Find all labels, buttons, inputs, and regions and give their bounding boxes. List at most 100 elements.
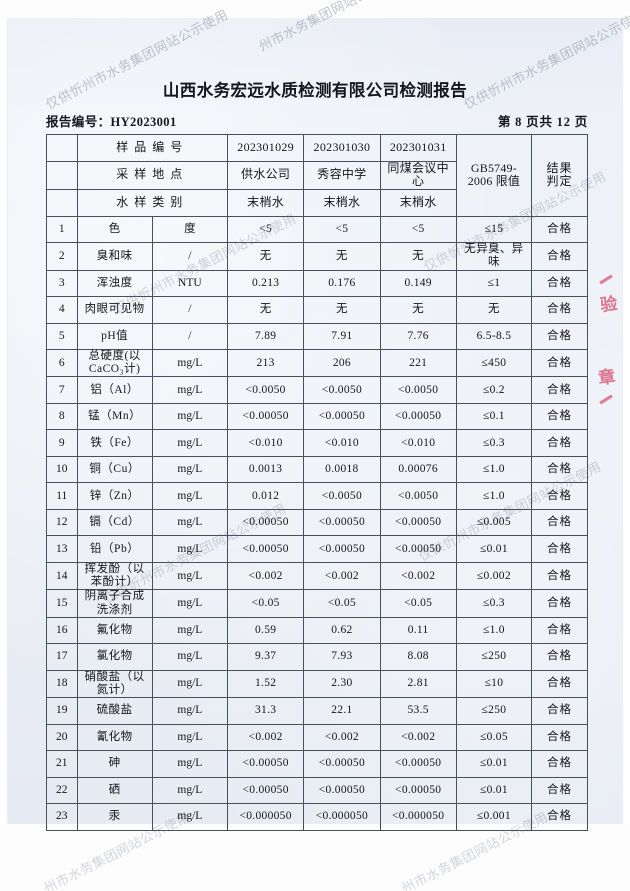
table-row: 3 浑浊度 NTU 0.213 0.176 0.149 ≤1 合格: [46, 269, 588, 298]
row-item-name: 硝酸盐（以氮计）: [76, 669, 153, 699]
row-value-sample-1: <5: [226, 215, 305, 244]
row-index: 7: [46, 376, 78, 404]
table-row: 11 锌（Zn） mg/L 0.012 <0.0050 <0.0050 ≤1.0 合格: [46, 482, 588, 510]
row-unit: /: [151, 242, 229, 271]
header-result-judgement: 结果 判定: [531, 134, 588, 217]
row-unit: mg/L: [151, 776, 229, 805]
row-index: 18: [46, 669, 78, 699]
row-value-sample-1: 0.59: [226, 616, 305, 645]
row-result-judgement: 合格: [531, 535, 588, 563]
row-standard-limit: ≤250: [455, 643, 533, 671]
row-index: 17: [46, 643, 78, 671]
row-standard-limit: ≤0.01: [455, 776, 533, 805]
table-row: 10 铜（Cu） mg/L 0.0013 0.0018 0.00076 ≤1.0 合格: [46, 455, 588, 484]
row-value-sample-1: <0.010: [226, 429, 305, 457]
table-row: 18 硝酸盐（以氮计） mg/L 1.52 2.30 2.81 ≤10 合格: [46, 669, 588, 699]
row-standard-limit: ≤1.0: [455, 616, 533, 645]
row-unit: mg/L: [151, 723, 229, 752]
row-item-name: 浑浊度: [76, 269, 153, 298]
row-item-name: 锰（Mn）: [76, 402, 153, 431]
row-standard-limit: ≤10: [455, 669, 533, 699]
row-unit: mg/L: [151, 561, 229, 591]
row-result-judgement: 合格: [531, 215, 588, 244]
row-value-sample-1: 0.0013: [226, 455, 305, 484]
row-index: 4: [46, 296, 78, 324]
table-row: 15 阴离子合成洗涤剂 mg/L <0.05 <0.05 <0.05 ≤0.3 合格: [46, 589, 588, 618]
standard-line-1: GB5749-: [470, 160, 517, 175]
row-standard-limit: ≤0.01: [455, 750, 533, 778]
row-item-name: 挥发酚（以苯酚计）: [76, 561, 153, 591]
row-value-sample-2: 22.1: [303, 697, 381, 725]
row-value-sample-2: <0.00050: [303, 508, 381, 537]
row-value-sample-3: 0.149: [379, 269, 457, 298]
header-spacer: [46, 134, 78, 162]
row-result-judgement: 合格: [531, 643, 588, 671]
row-value-sample-3: <0.00050: [379, 402, 457, 431]
row-unit: NTU: [151, 269, 229, 298]
row-value-sample-2: <0.00050: [303, 776, 381, 805]
row-unit: mg/L: [151, 697, 229, 725]
report-number: 报告编号：HY2023001: [46, 115, 177, 129]
row-index: 10: [46, 455, 78, 484]
row-unit: mg/L: [151, 429, 229, 457]
row-unit: 度: [151, 215, 229, 244]
row-value-sample-2: 2.30: [303, 669, 381, 699]
row-item-name: 硫酸盐: [76, 697, 153, 725]
row-unit: mg/L: [151, 669, 229, 699]
table-row: 22 硒 mg/L <0.00050 <0.00050 <0.00050 ≤0.01 合格: [46, 776, 588, 805]
row-standard-limit: ≤0.1: [455, 402, 533, 431]
row-value-sample-2: 0.176: [303, 269, 381, 298]
row-value-sample-3: <0.00050: [379, 535, 457, 563]
row-item-name: 氯化物: [76, 643, 153, 671]
row-value-sample-2: 206: [303, 349, 381, 378]
water-quality-table: 样品编号 202301029 202301030 202301031 GB574…: [46, 134, 588, 831]
row-unit: /: [151, 296, 229, 324]
row-value-sample-3: <0.05: [379, 589, 457, 618]
row-unit: mg/L: [151, 750, 229, 778]
row-standard-limit: 无: [455, 296, 533, 324]
row-value-sample-3: 53.5: [379, 697, 457, 725]
row-value-sample-2: <0.010: [303, 429, 381, 457]
table-row: 2 臭和味 / 无无无无异臭、异味 合格: [46, 242, 588, 271]
row-item-name: 锌（Zn）: [76, 482, 153, 510]
row-value-sample-1: <0.0050: [226, 376, 305, 404]
table-row: 14 挥发酚（以苯酚计） mg/L <0.002 <0.002 <0.002 ≤0.002 合…: [46, 561, 588, 591]
row-item-name: 氟化物: [76, 616, 153, 645]
row-result-judgement: 合格: [531, 482, 588, 510]
header-water-type-label: 水样类别: [76, 189, 228, 217]
row-result-judgement: 合格: [531, 561, 588, 591]
row-value-sample-1: 7.89: [226, 322, 305, 351]
table-row: 17 氯化物 mg/L 9.37 7.93 8.08 ≤250 合格: [46, 643, 588, 671]
row-value-sample-3: <0.002: [379, 561, 457, 591]
row-value-sample-2: <0.000050: [303, 803, 381, 831]
header-spacer: [46, 189, 78, 217]
page-title: 山西水务宏远水质检测有限公司检测报告: [162, 81, 468, 100]
row-item-name: 臭和味: [76, 242, 153, 271]
row-value-sample-1: 9.37: [226, 643, 305, 671]
row-value-sample-2: 0.0018: [303, 455, 381, 484]
header-water-type-2: 末梢水: [303, 189, 381, 217]
row-index: 22: [46, 776, 78, 805]
row-index: 8: [46, 402, 78, 431]
row-unit: mg/L: [151, 376, 229, 404]
row-result-judgement: 合格: [531, 242, 588, 271]
row-value-sample-3: <0.00050: [379, 776, 457, 805]
row-result-judgement: 合格: [531, 376, 588, 404]
row-value-sample-3: 无: [379, 296, 457, 324]
row-item-name: 色: [76, 215, 153, 244]
header-sampling-site-3: 同煤会议中心: [379, 160, 457, 191]
table-row: 4 肉眼可见物 / 无无无无合格: [46, 296, 588, 324]
table-row: 23 汞 mg/L <0.000050 <0.000050 <0.000050 ≤0.001…: [46, 803, 588, 831]
row-unit: mg/L: [151, 455, 229, 484]
row-result-judgement: 合格: [531, 803, 588, 831]
row-result-judgement: 合格: [531, 697, 588, 725]
row-value-sample-3: 7.76: [379, 322, 457, 351]
scan-margin-bottom: [0, 824, 630, 891]
row-value-sample-1: <0.002: [226, 561, 305, 591]
row-value-sample-1: <0.05: [226, 589, 305, 618]
row-value-sample-2: <0.0050: [303, 482, 381, 510]
row-index: 15: [46, 589, 78, 618]
row-result-judgement: 合格: [531, 349, 588, 378]
row-value-sample-2: 7.93: [303, 643, 381, 671]
header-spacer: [46, 160, 78, 191]
